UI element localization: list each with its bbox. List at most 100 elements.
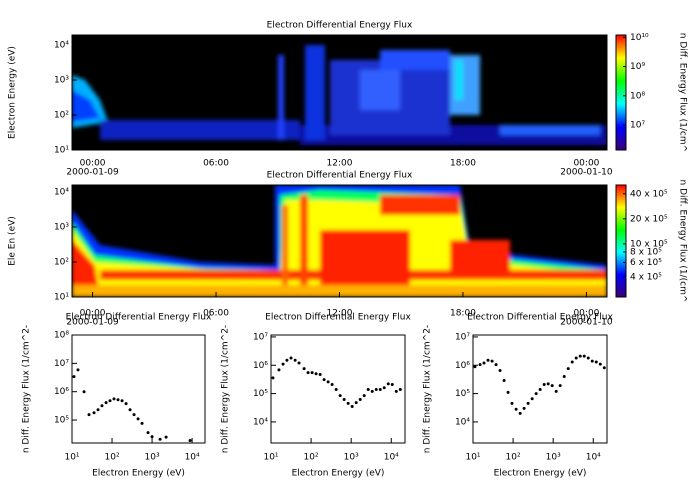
data-point (538, 387, 542, 391)
plot-frame (270, 334, 406, 444)
x-tick-label: 10¹ (64, 453, 79, 463)
colorbar-tick-label: 10⁷ (630, 121, 645, 131)
x-date-label: 2000-01-10 (560, 318, 613, 328)
data-point (76, 368, 80, 372)
data-point (150, 435, 154, 439)
plot-frame (71, 334, 206, 444)
colorbar-tick-label: 10¹⁰ (630, 33, 649, 43)
data-point (398, 387, 402, 391)
data-point (140, 421, 144, 425)
colorbar-tick-label: 10 x 10⁵ (630, 239, 668, 249)
x-tick-label: 10³ (546, 453, 561, 463)
data-point (518, 411, 522, 415)
y-tick-label: 10² (54, 257, 69, 267)
data-point (285, 358, 289, 362)
data-point (514, 407, 518, 411)
data-point (346, 401, 350, 405)
colorbar (615, 184, 627, 298)
data-point (386, 382, 390, 386)
x-tick-label: 10⁴ (384, 453, 399, 463)
data-point (522, 406, 526, 410)
data-point (100, 404, 104, 408)
data-point (494, 363, 498, 367)
data-point (366, 387, 370, 391)
data-point (582, 354, 586, 358)
x-axis-label: Electron Energy (eV) (494, 469, 587, 479)
data-point (562, 375, 566, 379)
colorbar-tick-label: 40 x 10⁵ (630, 189, 668, 199)
data-point (326, 380, 330, 384)
x-tick-label: 10² (105, 453, 120, 463)
data-point (354, 401, 358, 405)
data-point (382, 386, 386, 390)
data-point (289, 356, 293, 360)
x-tick-label: 00:00 (80, 159, 106, 169)
plot-title: Electron Differential Energy Flux (267, 171, 413, 181)
y-tick-label: 10⁵ (455, 389, 470, 399)
data-point (602, 366, 606, 370)
spectrogram-image (72, 35, 607, 150)
data-point (293, 358, 297, 362)
data-point (164, 435, 168, 439)
data-point (350, 404, 354, 408)
data-point (188, 438, 192, 442)
x-tick-label: 00:00 (573, 309, 599, 319)
data-point (132, 413, 136, 417)
data-point (302, 367, 306, 371)
data-point (534, 392, 538, 396)
data-point (338, 394, 342, 398)
colorbar-tick-label: 4 x 10⁵ (630, 272, 662, 282)
colorbar-tick-label: 6 x 10⁵ (630, 258, 662, 268)
data-point (374, 387, 378, 391)
x-tick-label: 10² (304, 453, 319, 463)
data-point (566, 367, 570, 371)
x-tick-label: 10¹ (465, 453, 480, 463)
y-tick-label: 10⁶ (54, 387, 69, 397)
data-point (322, 378, 326, 382)
data-point (574, 356, 578, 360)
data-point (394, 389, 398, 393)
x-tick-label: 00:00 (80, 309, 106, 319)
data-point (390, 382, 394, 386)
data-point (506, 390, 510, 394)
x-tick-label: 12:00 (327, 159, 353, 169)
y-tick-label: 10⁴ (54, 41, 69, 51)
data-point (318, 373, 322, 377)
data-point (297, 361, 301, 365)
x-axis-label: Electron Energy (eV) (292, 469, 385, 479)
data-point (578, 354, 582, 358)
data-point (124, 402, 128, 406)
data-point (158, 437, 162, 441)
data-point (92, 411, 96, 415)
spectrogram-image (72, 185, 607, 297)
y-tick-label: 10⁴ (253, 417, 268, 427)
y-tick-label: 10² (54, 111, 69, 121)
y-tick-label: 10⁴ (455, 417, 470, 427)
x-date-label: 2000-01-10 (560, 168, 613, 178)
data-point (112, 397, 116, 401)
data-point (108, 399, 112, 403)
y-tick-label: 10⁷ (54, 359, 69, 369)
data-point (490, 359, 494, 363)
data-point (590, 359, 594, 363)
x-tick-label: 18:00 (450, 309, 476, 319)
data-point (550, 384, 554, 388)
y-tick-label: 10⁵ (54, 416, 69, 426)
y-tick-label: 10⁷ (253, 332, 268, 342)
x-tick-label: 06:00 (203, 309, 229, 319)
plot-title: Electron Differential Energy Flux (467, 313, 613, 323)
data-point (510, 401, 514, 405)
data-point (526, 401, 530, 405)
data-point (72, 375, 76, 379)
data-point (330, 382, 334, 386)
data-point (342, 397, 346, 401)
data-point (128, 408, 132, 412)
data-point (370, 389, 374, 393)
y-tick-label: 10⁴ (54, 187, 69, 197)
x-tick-label: 10¹ (263, 453, 278, 463)
x-tick-label: 06:00 (203, 159, 229, 169)
data-point (482, 361, 486, 365)
data-point (120, 399, 124, 403)
x-tick-label: 12:00 (327, 309, 353, 319)
data-point (554, 389, 558, 393)
